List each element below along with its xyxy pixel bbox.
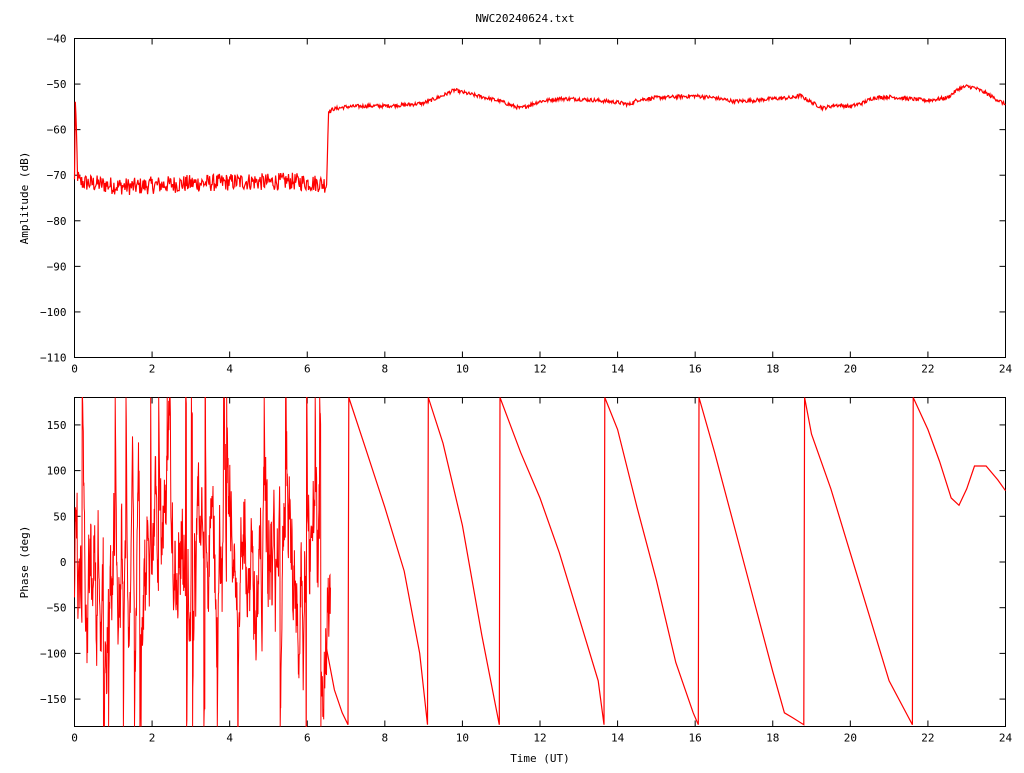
phase-line bbox=[326, 397, 1006, 726]
phase-panel: Phase (deg) Time (UT) 0 2 4 6 8 10 12 14 16 18 20 2… bbox=[18, 397, 1013, 765]
x-tick-label: 8 bbox=[382, 363, 389, 376]
amplitude-panel: Amplitude (dB) 0 2 4 6 8 10 12 14 16 18 20 22 24−40−… bbox=[18, 33, 1012, 376]
phase-x-axis-label: Time (UT) bbox=[510, 752, 570, 765]
x-tick-label: 4 bbox=[226, 363, 233, 376]
phase-axis-ticks: 0 2 4 6 8 10 12 14 16 18 20 22 24150100500−50−100−15… bbox=[40, 397, 1013, 745]
y-tick-label: −50 bbox=[47, 78, 67, 91]
y-tick-label: −100 bbox=[40, 647, 67, 660]
phase-y-axis-label: Phase (deg) bbox=[18, 526, 31, 599]
y-tick-label: −40 bbox=[47, 33, 67, 46]
amplitude-line bbox=[73, 84, 1006, 196]
x-tick-label: 14 bbox=[611, 732, 625, 745]
x-tick-label: 22 bbox=[921, 732, 934, 745]
phase-series bbox=[74, 397, 1006, 727]
amplitude-axis-ticks: 0 2 4 6 8 10 12 14 16 18 20 22 24−40−50−60−70−80−90−… bbox=[40, 33, 1012, 376]
y-tick-label: 150 bbox=[47, 419, 67, 432]
x-tick-label: 6 bbox=[304, 732, 311, 745]
amplitude-series bbox=[73, 84, 1006, 196]
x-tick-label: 12 bbox=[533, 363, 546, 376]
x-tick-label: 6 bbox=[304, 363, 311, 376]
y-tick-label: −50 bbox=[47, 602, 67, 615]
y-tick-label: −100 bbox=[40, 306, 67, 319]
x-tick-label: 0 bbox=[71, 363, 78, 376]
x-tick-label: 14 bbox=[611, 363, 625, 376]
x-tick-label: 8 bbox=[382, 732, 389, 745]
y-tick-label: −60 bbox=[47, 124, 67, 137]
x-tick-label: 4 bbox=[226, 732, 233, 745]
x-tick-label: 24 bbox=[999, 363, 1013, 376]
x-tick-label: 12 bbox=[533, 732, 546, 745]
x-tick-label: 2 bbox=[149, 363, 156, 376]
y-tick-label: −110 bbox=[40, 352, 67, 365]
x-tick-label: 18 bbox=[766, 363, 779, 376]
y-tick-label: 50 bbox=[53, 510, 66, 523]
y-tick-label: −150 bbox=[40, 693, 67, 706]
x-tick-label: 10 bbox=[456, 363, 469, 376]
x-tick-label: 10 bbox=[456, 732, 469, 745]
amplitude-y-axis-label: Amplitude (dB) bbox=[18, 152, 31, 245]
x-tick-label: 20 bbox=[844, 363, 857, 376]
y-tick-label: 0 bbox=[60, 556, 67, 569]
x-tick-label: 2 bbox=[149, 732, 156, 745]
chart-title: NWC20240624.txt bbox=[475, 12, 574, 25]
x-tick-label: 22 bbox=[921, 363, 934, 376]
x-tick-label: 0 bbox=[71, 732, 78, 745]
x-tick-label: 20 bbox=[844, 732, 857, 745]
y-tick-label: −90 bbox=[47, 260, 67, 273]
x-tick-label: 16 bbox=[689, 732, 702, 745]
x-tick-label: 18 bbox=[766, 732, 779, 745]
amplitude-plot-frame bbox=[74, 38, 1006, 358]
y-tick-label: −80 bbox=[47, 215, 67, 228]
x-tick-label: 24 bbox=[999, 732, 1013, 745]
y-tick-label: 100 bbox=[47, 465, 67, 478]
y-tick-label: −70 bbox=[47, 169, 67, 182]
x-tick-label: 16 bbox=[689, 363, 702, 376]
phase-noisy-segment bbox=[74, 397, 331, 727]
